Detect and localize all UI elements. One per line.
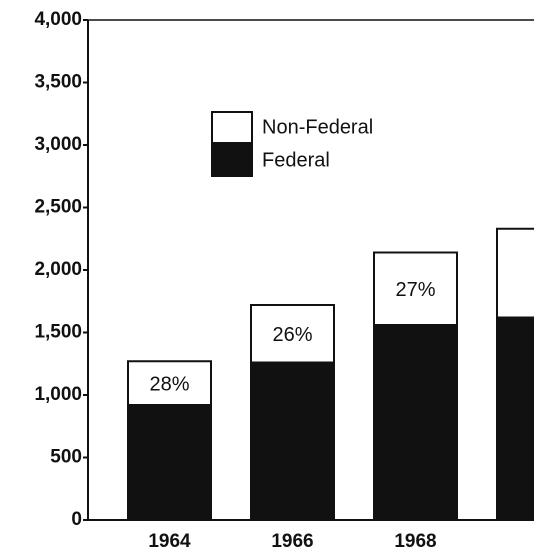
y-tick-label: 2,000 [34,259,82,280]
x-tick-label: 1966 [271,531,313,552]
bar-segment [127,360,212,406]
y-tick-label: 2,500 [34,197,82,218]
y-tick-label: 1,000 [34,384,82,405]
y-tick-label: 0 [71,509,82,530]
bar-segment [250,304,335,364]
annotation: 26% [272,324,312,346]
bar-segment [373,324,458,521]
x-tick-label: 1968 [394,531,436,552]
y-tick-label: 1,500 [34,322,82,343]
annotation: 2 [533,263,534,285]
x-tick-label: 1964 [148,531,191,552]
legend-swatch [211,144,253,177]
y-tick-label: 4,000 [34,9,82,30]
y-tick-label: 3,500 [34,72,82,93]
y-tick-label: 500 [50,447,82,468]
bar-segment [496,227,534,319]
legend-swatch [211,111,253,144]
annotation: 27% [395,279,435,301]
legend-label: Federal [262,149,330,171]
bar-segment [496,316,534,521]
bar-segment [373,251,458,326]
y-tick-label: 3,000 [34,134,82,155]
bar-segment [250,361,335,521]
annotation: 28% [149,373,189,395]
legend-label: Non-Federal [262,116,373,138]
bar-segment [127,404,212,521]
